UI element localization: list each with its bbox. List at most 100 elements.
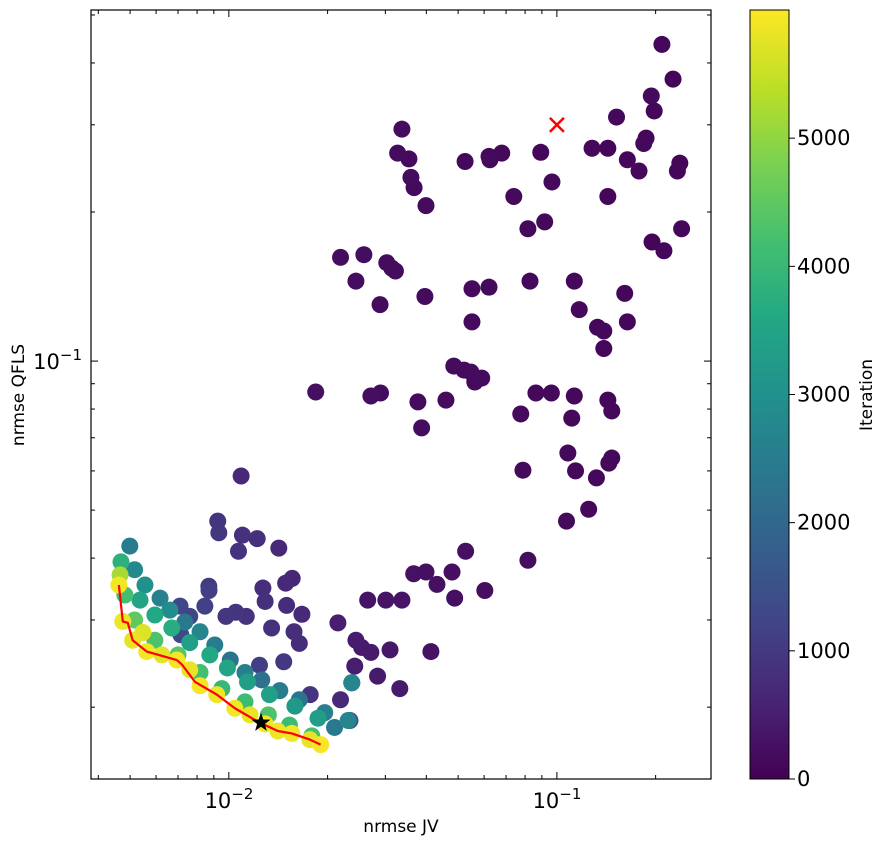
data-point — [286, 697, 304, 715]
data-point — [131, 591, 149, 609]
data-point — [371, 296, 389, 314]
data-point — [668, 162, 686, 180]
data-point — [332, 691, 350, 709]
data-point — [422, 643, 440, 661]
data-point — [263, 619, 281, 637]
data-point — [437, 391, 455, 409]
data-point — [377, 591, 395, 609]
colorbar-ticks: 0 1000 2000 3000 4000 5000 — [789, 126, 850, 791]
data-point — [278, 596, 296, 614]
data-point — [112, 553, 130, 571]
data-point — [329, 614, 347, 632]
data-point — [505, 187, 523, 205]
data-point — [343, 674, 361, 692]
data-point — [232, 467, 250, 485]
colorbar-tick-label: 4000 — [797, 254, 850, 278]
data-point — [121, 537, 139, 555]
data-point — [595, 340, 613, 358]
data-point — [181, 634, 199, 652]
data-point — [645, 102, 663, 120]
data-point — [655, 242, 673, 260]
data-point — [270, 539, 288, 557]
data-point — [603, 402, 621, 420]
data-point — [181, 661, 199, 679]
data-point — [642, 87, 660, 105]
data-point — [664, 70, 682, 88]
data-point — [527, 384, 545, 402]
colorbar-tick-label: 3000 — [797, 383, 850, 407]
overlay-markers — [117, 116, 565, 746]
data-point — [136, 576, 154, 594]
data-point — [339, 711, 357, 729]
data-point — [521, 272, 539, 290]
data-point — [543, 173, 561, 191]
colorbar-tick-label: 2000 — [797, 511, 850, 535]
data-point — [389, 144, 407, 162]
data-point — [347, 631, 365, 649]
data-point — [409, 393, 427, 411]
data-point — [643, 233, 661, 251]
data-point — [563, 409, 581, 427]
data-point — [218, 659, 236, 677]
data-point — [618, 151, 636, 169]
colorbar — [749, 9, 790, 780]
data-point — [381, 641, 399, 659]
data-point — [359, 591, 377, 609]
data-point — [126, 561, 144, 579]
data-point — [229, 542, 247, 560]
data-point — [457, 542, 475, 560]
data-point — [428, 575, 446, 593]
data-point — [630, 162, 648, 180]
scatter-points — [110, 35, 691, 754]
data-point — [559, 444, 577, 462]
data-point — [673, 220, 691, 238]
data-point — [445, 357, 463, 375]
data-point — [599, 139, 617, 157]
data-point — [635, 135, 653, 153]
data-point — [393, 120, 411, 138]
data-point — [653, 35, 671, 53]
x-tick-label-1e-1: 10−1 — [533, 785, 582, 813]
data-point — [567, 462, 585, 480]
data-point — [309, 709, 327, 727]
data-point — [583, 139, 601, 157]
data-point — [570, 301, 588, 319]
data-point — [519, 220, 537, 238]
reference-point-x-marker — [548, 116, 565, 133]
colorbar-tick-label: 1000 — [797, 639, 850, 663]
y-tick-label-1e-1: 10−1 — [33, 346, 82, 374]
data-point — [307, 383, 325, 401]
best-point-star-marker — [251, 712, 271, 731]
data-point — [253, 671, 271, 689]
data-point — [565, 272, 583, 290]
data-point — [191, 623, 209, 641]
data-point — [355, 246, 373, 264]
y-axis-label: nrmse QFLS — [9, 344, 29, 446]
colorbar-label: Iteration — [857, 359, 877, 431]
data-point — [405, 565, 423, 583]
data-point — [480, 278, 498, 296]
data-point — [347, 272, 365, 290]
data-point — [277, 574, 295, 592]
data-point — [217, 607, 235, 625]
data-point — [542, 384, 560, 402]
data-point — [616, 284, 634, 302]
data-point — [332, 248, 350, 266]
data-point — [512, 405, 530, 423]
x-tick-label-1e-2: 10−2 — [205, 785, 254, 813]
data-point — [476, 582, 494, 600]
data-point — [558, 512, 576, 530]
data-point — [233, 526, 251, 544]
data-point — [580, 500, 598, 518]
data-point — [565, 387, 583, 405]
data-point — [201, 646, 219, 664]
colorbar-tick-label: 0 — [797, 767, 810, 791]
colorbar-tick-label: 5000 — [797, 126, 850, 150]
data-point — [250, 656, 268, 674]
data-point — [346, 657, 364, 675]
data-point — [254, 579, 272, 597]
data-point — [200, 582, 218, 600]
data-point — [587, 469, 605, 487]
data-point — [210, 524, 228, 542]
